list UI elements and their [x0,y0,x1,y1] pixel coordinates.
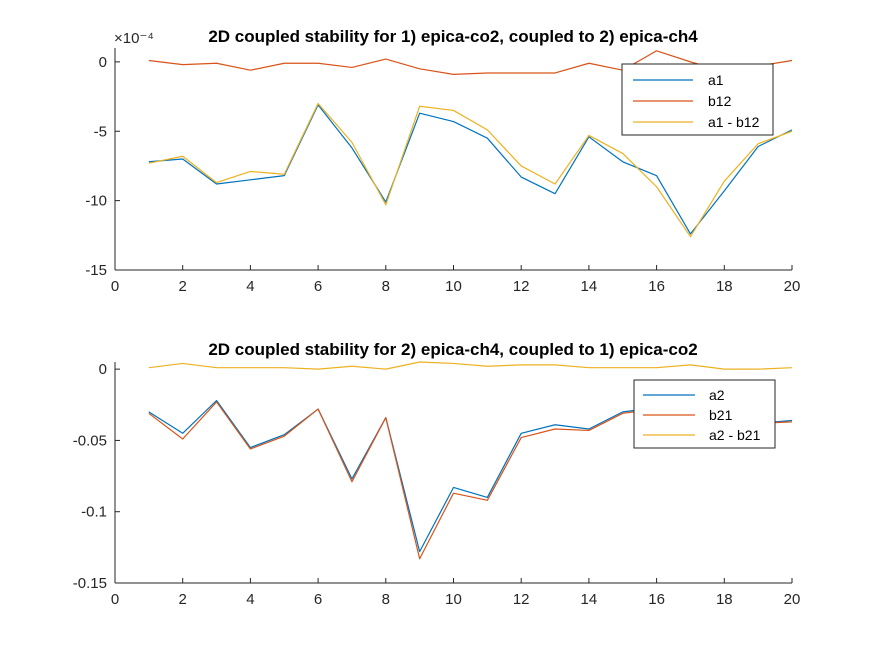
chart-2-x-tick-label: 20 [784,591,801,608]
chart-2-title: 2D coupled stability for 2) epica-ch4, c… [208,340,697,359]
chart-1-series-group [148,50,793,238]
chart-1-x-tick-label: 18 [716,278,733,295]
chart-2-x-tick-label: 16 [648,591,665,608]
chart-1-y-tick-label: 0 [99,54,107,71]
chart-1-y-ticks: 0 -5 -10 -15 [85,54,120,279]
chart-2-legend-label-a2-b21: a2 - b21 [709,427,761,443]
chart-1-x-tick-label: 10 [445,278,462,295]
chart-2-x-tick-label: 8 [382,591,390,608]
chart-2-y-ticks: 0 -0.05 -0.1 -0.15 [73,361,120,592]
chart-2-legend-box [633,379,776,449]
chart-1-legend: a1 b12 a1 - b12 [621,63,774,136]
chart-1: 0 2 4 6 8 10 12 14 16 18 20 0 -5 -10 -15 ×10⁻⁴ 2D cou… [85,27,800,295]
chart-1-legend-label-a1: a1 [708,72,724,88]
chart-1-x-tick-label: 20 [784,278,801,295]
chart-1-x-tick-label: 4 [246,278,254,295]
chart-1-series-line-b12 [148,50,793,75]
chart-1-x-ticks: 0 2 4 6 8 10 12 14 16 18 20 [111,265,801,295]
chart-1-title: 2D coupled stability for 1) epica-co2, c… [208,27,698,46]
chart-1-legend-label-a1-b12: a1 - b12 [708,114,760,130]
chart-1-legend-label-b12: b12 [708,93,732,109]
chart-2-x-ticks: 0 2 4 6 8 10 12 14 16 18 20 [111,578,801,608]
chart-2-y-tick-label: -0.1 [81,504,107,521]
chart-2-y-tick-label: -0.05 [73,432,107,449]
chart-2-legend: a2 b21 a2 - b21 [633,379,776,449]
chart-2-x-tick-label: 6 [314,591,322,608]
chart-1-series-line-a1-b12 [148,102,793,238]
chart-1-x-tick-label: 12 [513,278,530,295]
chart-1-y-tick-label: -5 [94,123,107,140]
chart-1-x-tick-label: 8 [382,278,390,295]
chart-1-x-tick-label: 0 [111,278,119,295]
chart-2-x-tick-label: 10 [445,591,462,608]
chart-2: 0 2 4 6 8 10 12 14 16 18 20 0 -0.05 -0.1 -0.15 2D cou… [73,340,801,608]
chart-1-legend-box [621,63,774,136]
chart-2-x-tick-label: 2 [179,591,187,608]
chart-2-legend-label-b21: b21 [709,407,733,423]
chart-1-x-tick-label: 16 [648,278,665,295]
chart-1-x-tick-label: 2 [179,278,187,295]
chart-2-series-line-a2-b21 [148,361,793,370]
chart-2-legend-label-a2: a2 [709,387,725,403]
chart-1-y-tick-label: -10 [85,193,107,210]
chart-2-x-tick-label: 18 [716,591,733,608]
chart-1-series-line-a1 [148,104,793,235]
chart-2-x-tick-label: 0 [111,591,119,608]
chart-2-x-tick-label: 4 [246,591,254,608]
chart-1-y-tick-label: -15 [85,262,107,279]
chart-1-x-tick-label: 14 [581,278,598,295]
chart-2-y-tick-label: -0.15 [73,575,107,592]
chart-1-x-tick-label: 6 [314,278,322,295]
chart-2-x-tick-label: 12 [513,591,530,608]
chart-1-exponent-label: ×10⁻⁴ [114,30,154,47]
chart-2-x-tick-label: 14 [581,591,598,608]
chart-2-y-tick-label: 0 [99,361,107,378]
